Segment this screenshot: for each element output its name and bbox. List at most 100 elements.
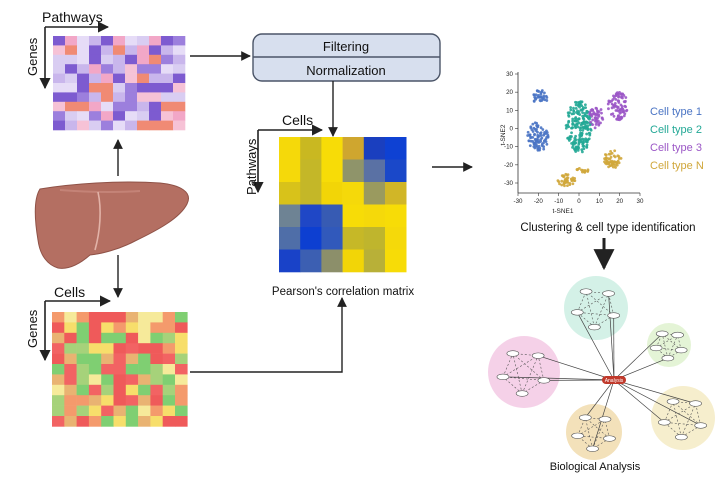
heatmap-cell xyxy=(161,36,173,46)
heatmap-cell xyxy=(149,74,161,84)
heatmap-cell xyxy=(125,74,137,84)
tsne-point xyxy=(567,114,570,117)
tsne-point xyxy=(581,122,584,125)
tsne-point xyxy=(611,112,614,115)
network-node xyxy=(650,345,662,351)
tsne-point xyxy=(558,182,561,185)
expression-cell xyxy=(64,354,77,365)
expression-cell xyxy=(77,385,90,396)
tsne-point xyxy=(531,123,534,126)
heatmap-cell xyxy=(137,64,149,74)
heatmap-cell xyxy=(137,121,149,131)
expression-cell xyxy=(64,374,77,385)
heatmap-cell xyxy=(89,55,101,65)
expression-cell xyxy=(150,364,163,375)
tsne-point xyxy=(570,142,573,145)
expression-cell xyxy=(175,385,188,396)
heatmap-cell xyxy=(113,64,125,74)
expression-cell xyxy=(89,333,102,344)
tsne-x-tick-label: 30 xyxy=(637,198,644,205)
expression-cell xyxy=(175,416,188,427)
expression-cell xyxy=(64,385,77,396)
heatmap-cell xyxy=(65,64,77,74)
tsne-point xyxy=(607,162,610,165)
expression-cell xyxy=(138,416,151,427)
tsne-point xyxy=(620,116,623,119)
network-node xyxy=(675,434,687,440)
tsne-point xyxy=(570,179,573,182)
heatmap-cell xyxy=(101,55,113,65)
tsne-point xyxy=(586,141,589,144)
tsne-point xyxy=(571,122,574,125)
network-node xyxy=(608,313,620,319)
heatmap-cell xyxy=(89,74,101,84)
tsne-x-tick-label: 10 xyxy=(596,198,603,205)
tsne-point xyxy=(575,138,578,141)
tsne-point xyxy=(542,98,545,101)
tsne-point xyxy=(614,155,617,158)
expression-cell xyxy=(77,416,90,427)
expression-cell xyxy=(64,322,77,333)
heatmap-cell xyxy=(77,92,89,102)
matrix-cell xyxy=(343,205,365,228)
heatmap-cell xyxy=(149,36,161,46)
expression-cell xyxy=(101,322,114,333)
heatmap-cell xyxy=(77,36,89,46)
tsne-point xyxy=(586,110,589,113)
matrix-cell xyxy=(321,160,343,183)
heatmap-cell xyxy=(101,64,113,74)
network-node xyxy=(599,417,611,423)
tsne-point xyxy=(591,109,594,112)
heatmap-cell xyxy=(161,83,173,93)
expression-cell xyxy=(89,385,102,396)
tsne-point xyxy=(545,132,548,135)
heatmap-cell xyxy=(125,36,137,46)
tsne-point xyxy=(574,135,577,138)
tsne-point xyxy=(598,123,601,126)
network-node xyxy=(656,331,668,337)
tsne-point xyxy=(586,170,589,173)
network-node xyxy=(588,324,600,330)
tsne-point xyxy=(543,91,546,94)
expression-cell xyxy=(126,312,139,323)
network-node xyxy=(695,423,707,429)
tsne-x-tick-label: -10 xyxy=(554,198,564,205)
expression-cell xyxy=(150,406,163,417)
heatmap-cell xyxy=(173,102,185,112)
heatmap-cell xyxy=(173,121,185,131)
tsne-point xyxy=(566,184,569,187)
heatmap-cell xyxy=(161,121,173,131)
matrix-cell xyxy=(343,182,365,205)
tsne-point xyxy=(539,140,542,143)
expression-cell xyxy=(138,395,151,406)
tsne-point xyxy=(573,179,576,182)
tsne-point xyxy=(609,158,612,161)
tsne-point xyxy=(609,100,612,103)
heatmap-cell xyxy=(149,111,161,121)
tsne-point xyxy=(576,123,579,126)
expression-cell xyxy=(138,333,151,344)
expression-cell xyxy=(150,385,163,396)
expression-cell xyxy=(175,406,188,417)
heatmap-cell xyxy=(137,111,149,121)
network-node xyxy=(538,378,550,384)
tsne-point xyxy=(579,103,582,106)
tsne-point xyxy=(538,149,541,152)
expression-cell xyxy=(77,395,90,406)
heatmap-cell xyxy=(65,83,77,93)
heatmap-cell xyxy=(137,74,149,84)
heatmap-cell xyxy=(161,74,173,84)
tsne-point xyxy=(583,170,586,173)
matrix-cell xyxy=(343,227,365,250)
tsne-point xyxy=(581,115,584,118)
tsne-point xyxy=(567,120,570,123)
tsne-x-label: t-SNE1 xyxy=(553,208,574,215)
expression-cell xyxy=(89,312,102,323)
network-cluster xyxy=(651,386,715,450)
heatmap-cell xyxy=(65,111,77,121)
tsne-point xyxy=(567,173,570,176)
tsne-point xyxy=(624,96,627,99)
expression-cell xyxy=(114,385,127,396)
tsne-point xyxy=(571,182,574,185)
pathways-top-label: Pathways xyxy=(42,9,103,25)
